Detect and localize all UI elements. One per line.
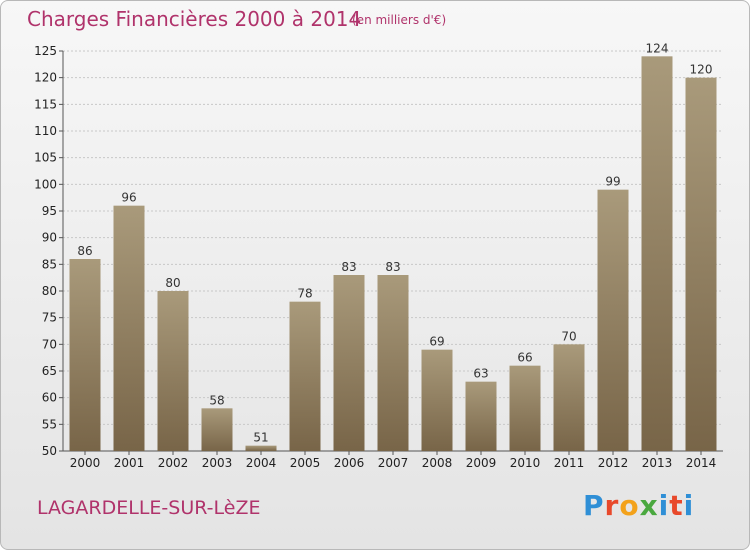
x-tick-label: 2006 [334, 456, 365, 470]
bar-2010 [509, 365, 541, 451]
bar-2013 [641, 56, 673, 451]
x-tick-label: 2004 [246, 456, 277, 470]
bar-2004 [245, 445, 277, 451]
x-tick-label: 2010 [510, 456, 541, 470]
labels: 50 55 60 65 70 75 80 85 90 95 100 105 110 115 120 125 20… [34, 41, 716, 470]
chart-title: Charges Financières 2000 à 2014 [27, 7, 362, 31]
bar-2014 [685, 77, 717, 452]
x-tick-label: 2001 [114, 456, 145, 470]
data-label: 99 [605, 175, 620, 189]
y-tick-label: 55 [42, 417, 57, 431]
data-label: 86 [77, 244, 92, 258]
y-tick-label: 70 [42, 337, 57, 351]
bar-2009 [465, 381, 497, 451]
commune-name: LAGARDELLE-SUR-LèZE [37, 497, 261, 519]
bar-2008 [421, 349, 453, 451]
y-tick-label: 105 [34, 151, 57, 165]
x-tick-label: 2013 [642, 456, 673, 470]
data-label: 120 [690, 63, 713, 77]
y-tick-label: 100 [34, 177, 57, 191]
data-label: 51 [253, 431, 268, 445]
data-label: 69 [429, 335, 444, 349]
data-label: 83 [385, 260, 400, 274]
y-tick-label: 90 [42, 231, 57, 245]
data-label: 58 [209, 393, 224, 407]
x-tick-label: 2005 [290, 456, 321, 470]
bar-2011 [553, 344, 585, 451]
bar-2007 [377, 275, 409, 451]
data-label: 63 [473, 367, 488, 381]
bar-2012 [597, 189, 629, 451]
y-tick-label: 75 [42, 311, 57, 325]
y-tick-label: 50 [42, 444, 57, 458]
bar-2000 [69, 259, 101, 451]
y-tick-label: 110 [34, 124, 57, 138]
x-tick-label: 2000 [70, 456, 101, 470]
x-tick-label: 2002 [158, 456, 189, 470]
y-tick-label: 120 [34, 71, 57, 85]
y-tick-label: 115 [34, 97, 57, 111]
bar-2006 [333, 275, 365, 451]
bars [69, 56, 717, 452]
y-tick-label: 95 [42, 204, 57, 218]
y-tick-label: 125 [34, 44, 57, 58]
x-tick-label: 2014 [686, 456, 717, 470]
data-label: 66 [517, 351, 532, 365]
data-label: 124 [646, 41, 669, 55]
x-tick-label: 2012 [598, 456, 629, 470]
x-tick-label: 2008 [422, 456, 453, 470]
x-tick-label: 2007 [378, 456, 409, 470]
proxiti-logo[interactable]: Proxiti [583, 489, 695, 522]
x-tick-label: 2003 [202, 456, 233, 470]
bar-2002 [157, 291, 189, 451]
data-label: 96 [121, 191, 136, 205]
y-tick-label: 85 [42, 257, 57, 271]
y-tick-label: 80 [42, 284, 57, 298]
bar-2001 [113, 205, 145, 451]
x-tick-label: 2009 [466, 456, 497, 470]
data-label: 80 [165, 276, 180, 290]
x-tick-label: 2011 [554, 456, 585, 470]
y-tick-label: 60 [42, 391, 57, 405]
bar-2005 [289, 301, 321, 451]
bar-2003 [201, 408, 233, 451]
data-label: 70 [561, 329, 576, 343]
data-label: 78 [297, 287, 312, 301]
y-tick-label: 65 [42, 364, 57, 378]
chart-subtitle: (en milliers d'€) [352, 13, 447, 27]
data-label: 83 [341, 260, 356, 274]
